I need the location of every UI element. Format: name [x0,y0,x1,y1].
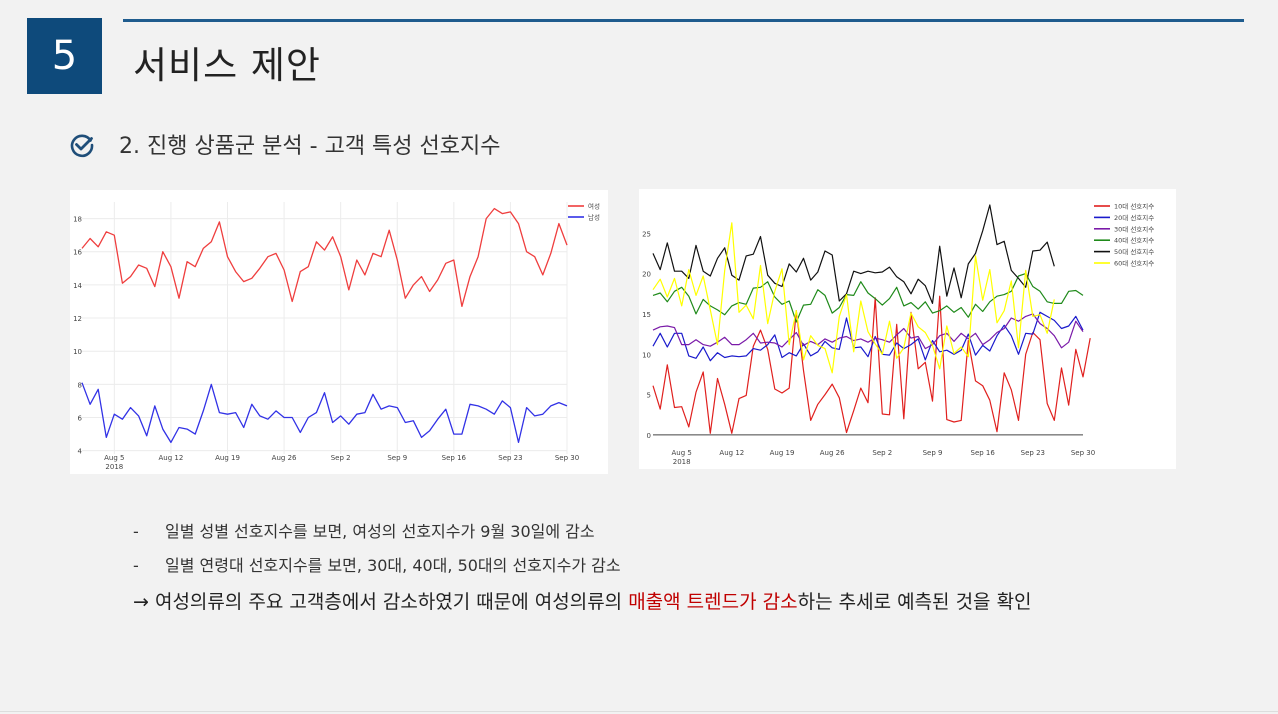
x-tick-label: Aug 19 [770,449,795,457]
x-tick-label: Aug 19 [215,454,240,462]
series-line-1 [81,207,568,308]
y-tick-label: 18 [73,216,82,224]
x-tick-label: Sep 9 [923,449,943,457]
section-number: 5 [51,33,78,79]
x-tick-sublabel: 2018 [105,463,123,471]
age-preference-chart: 0 5 10 15 20 25 Aug 5 2018 Aug 12 Aug 19 Aug 26 Sep… [639,189,1176,469]
y-tick-label: 15 [642,311,651,319]
bullet-dash: - [133,556,139,575]
x-tick-label: Aug 5 [671,449,691,457]
conclusion-prefix: → 여성의류의 주요 고객층에서 감소하였기 때문에 여성의류의 [133,591,629,613]
series-line-6 [652,222,1055,374]
bullet-item: - 일별 성별 선호지수를 보면, 여성의 선호지수가 9월 30일에 감소 [133,518,595,542]
conclusion-text: → 여성의류의 주요 고객층에서 감소하였기 때문에 여성의류의 매출액 트렌드… [133,587,1032,614]
x-tick-sublabel: 2018 [673,458,691,466]
legend-label: 20대 선호지수 [1114,213,1154,222]
series-line-2 [652,311,1084,362]
y-tick-label: 14 [73,282,82,290]
header-rule [123,19,1244,22]
x-tick-label: Sep 16 [442,454,467,462]
x-tick-label: Sep 30 [1071,449,1095,457]
bullet-text: 일별 성별 선호지수를 보면, 여성의 선호지수가 9월 30일에 감소 [165,522,595,541]
conclusion-highlight: 매출액 트렌드가 감소 [628,591,798,613]
y-tick-label: 25 [642,230,651,238]
series-line-3 [652,313,1084,350]
legend-label: 10대 선호지수 [1114,202,1154,211]
x-tick-label: Sep 23 [498,454,522,462]
y-tick-label: 4 [78,448,83,456]
series-line-2 [81,382,568,444]
x-tick-label: Sep 23 [1021,449,1045,457]
x-tick-label: Aug 12 [159,454,184,462]
y-tick-label: 10 [642,351,651,359]
legend-label: 50대 선호지수 [1114,247,1154,256]
bullet-dash: - [133,522,139,541]
series-line-1 [652,295,1091,434]
footer-divider [0,711,1278,712]
x-tick-label: Sep 2 [872,449,892,457]
x-tick-label: Sep 16 [971,449,996,457]
check-circle-icon [70,134,94,158]
x-tick-label: Sep 9 [387,454,407,462]
legend-label: 60대 선호지수 [1114,259,1154,268]
x-tick-label: Sep 30 [555,454,579,462]
x-tick-label: Aug 26 [820,449,845,457]
section-number-badge: 5 [27,18,102,94]
x-tick-label: Sep 2 [331,454,351,462]
page-title: 서비스 제안 [133,44,321,87]
series-line-4 [652,272,1084,323]
conclusion-suffix: 하는 추세로 예측된 것을 확인 [797,591,1032,613]
y-tick-label: 12 [73,315,82,323]
y-tick-label: 10 [73,348,82,356]
y-tick-label: 5 [647,392,651,400]
y-tick-label: 8 [78,381,82,389]
y-tick-label: 6 [78,415,83,423]
y-tick-label: 20 [642,271,651,279]
y-tick-label: 16 [73,249,82,257]
x-tick-label: Aug 26 [272,454,297,462]
x-tick-label: Aug 12 [719,449,744,457]
y-tick-label: 0 [647,432,651,440]
bullet-item: - 일별 연령대 선호지수를 보면, 30대, 40대, 50대의 선호지수가 감… [133,552,621,576]
legend-label: 30대 선호지수 [1114,224,1154,233]
series-line-5 [652,204,1055,305]
section-subtitle: 2. 진행 상품군 분석 - 고객 특성 선호지수 [119,134,501,159]
gender-preference-chart: 4 6 8 10 12 14 16 18 Aug 5 2018 Aug 12 Aug 19 Aug 26… [70,190,608,474]
legend-label: 남성 [588,213,600,222]
bullet-text: 일별 연령대 선호지수를 보면, 30대, 40대, 50대의 선호지수가 감소 [165,556,621,575]
x-tick-label: Aug 5 [104,454,124,462]
legend-label: 40대 선호지수 [1114,236,1154,245]
legend-label: 여성 [588,202,600,211]
